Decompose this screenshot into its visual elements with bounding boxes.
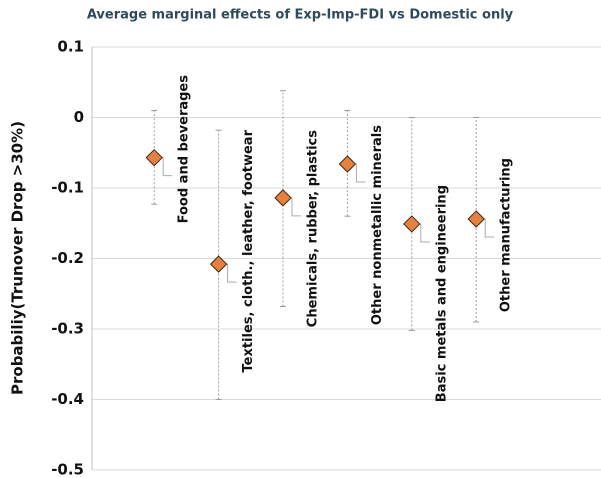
marker: [145, 148, 163, 167]
marker: [274, 189, 292, 207]
marker: [403, 215, 421, 233]
y-tick-label: 0.1: [57, 38, 84, 56]
y-axis-label: Probabiliy(Trunover Drop >30%): [9, 121, 27, 395]
category-label: Other manufacturing: [499, 158, 514, 312]
y-tick-label: 0: [74, 108, 84, 126]
leader-line: [224, 263, 237, 283]
category-label: Basic metals and engineering: [434, 185, 449, 402]
leader-line: [353, 163, 366, 183]
leader-line: [482, 218, 495, 238]
category-label: Chemicals, rubber, plastics: [306, 130, 321, 327]
y-tick-label: -0.3: [51, 320, 84, 338]
marker: [338, 155, 357, 173]
category-label: Other nonmetallic minerals: [370, 125, 385, 325]
chart-title: Average marginal effects of Exp-Imp-FDI …: [87, 8, 514, 23]
leader-line: [417, 223, 430, 243]
y-tick-label: -0.2: [51, 249, 84, 267]
leader-line: [160, 157, 173, 177]
category-label: Textiles, cloth., leather, footwear: [241, 129, 256, 372]
category-label: Food and beverages: [177, 75, 192, 224]
marker: [209, 255, 228, 273]
leader-line: [289, 197, 301, 217]
y-tick-label: -0.4: [51, 390, 84, 408]
marker: [467, 210, 485, 228]
y-tick-label: -0.5: [51, 461, 84, 478]
y-tick-label: -0.1: [51, 179, 84, 197]
